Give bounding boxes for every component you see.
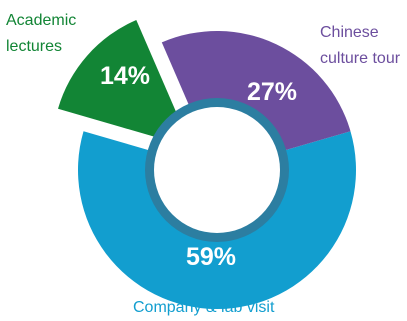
category-label-chinese: Chinese culture tour bbox=[320, 24, 401, 67]
category-label-company: Company & lab visit bbox=[133, 299, 275, 316]
value-label-academic: 14% bbox=[100, 62, 150, 90]
value-label-chinese: 27% bbox=[247, 78, 297, 106]
category-label-academic: Academic lectures bbox=[6, 12, 77, 55]
center-hole bbox=[154, 107, 280, 233]
value-label-company: 59% bbox=[186, 243, 236, 271]
slice-academic bbox=[58, 19, 192, 148]
